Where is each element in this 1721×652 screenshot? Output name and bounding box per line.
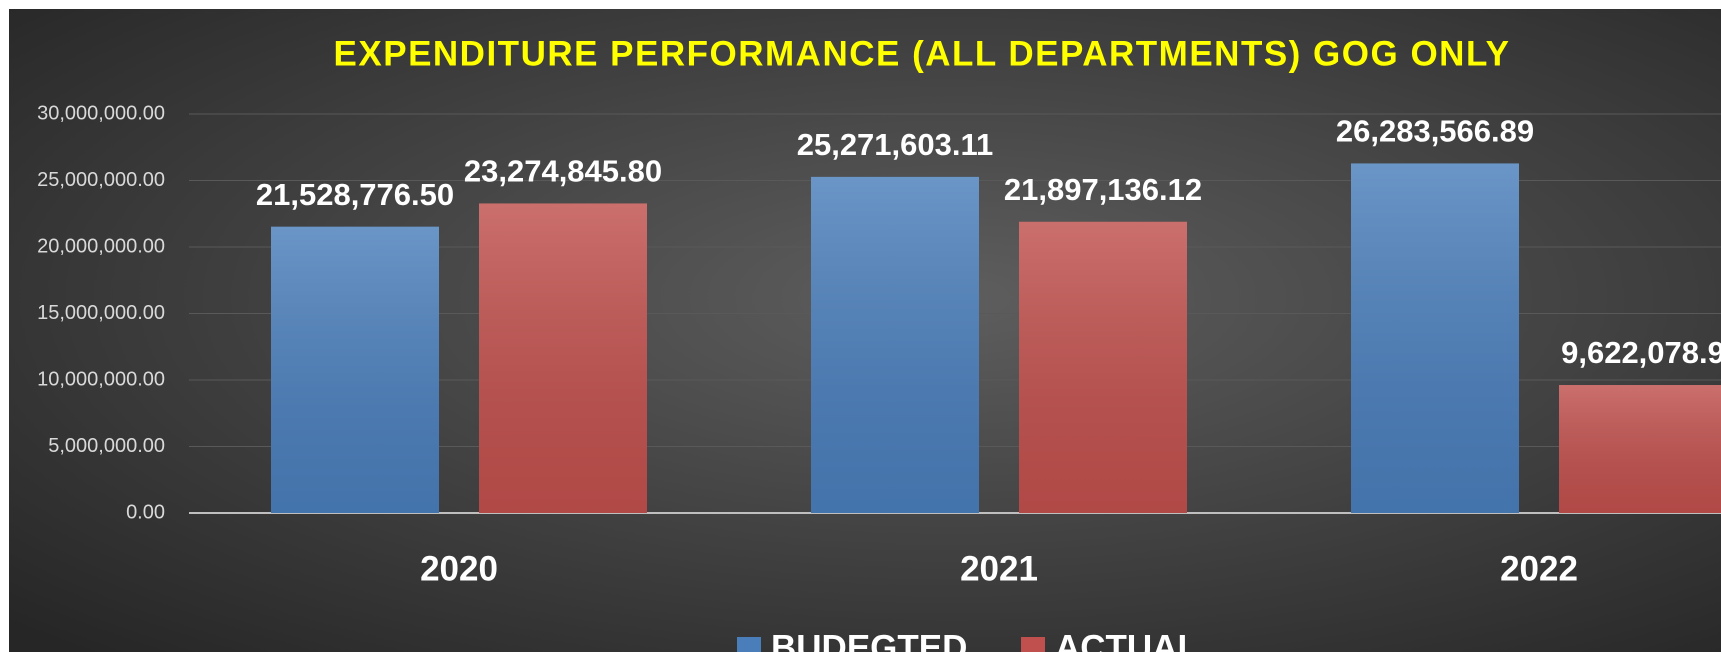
data-label: 26,283,566.89: [1336, 114, 1534, 149]
bar: [271, 226, 439, 513]
data-label: 23,274,845.80: [464, 154, 662, 189]
legend-label: ACTUAL: [1055, 628, 1199, 652]
legend-label: BUDEGTED: [771, 628, 967, 652]
bar: [479, 203, 647, 513]
y-tick-label: 5,000,000.00: [48, 435, 165, 457]
x-tick-label: 2020: [420, 549, 498, 588]
y-tick-label: 15,000,000.00: [37, 302, 165, 324]
x-tick-label: 2021: [960, 549, 1038, 588]
bar: [1019, 221, 1187, 513]
data-label: 25,271,603.11: [797, 127, 994, 162]
data-label: 21,528,776.50: [256, 177, 454, 212]
chart-title: EXPENDITURE PERFORMANCE (ALL DEPARTMENTS…: [334, 34, 1511, 73]
data-label: 9,622,078.9: [1561, 335, 1721, 370]
legend-swatch: [737, 637, 761, 652]
bar: [1559, 385, 1721, 513]
bar: [1351, 163, 1519, 513]
y-tick-label: 10,000,000.00: [37, 368, 165, 390]
data-label: 21,897,136.12: [1004, 172, 1202, 207]
legend-swatch: [1021, 637, 1045, 652]
y-tick-label: 20,000,000.00: [37, 235, 165, 257]
y-tick-label: 25,000,000.00: [37, 169, 165, 191]
x-tick-label: 2022: [1500, 549, 1578, 588]
y-tick-label: 0.00: [126, 501, 165, 523]
y-tick-label: 30,000,000.00: [37, 102, 165, 124]
bar: [811, 176, 979, 513]
